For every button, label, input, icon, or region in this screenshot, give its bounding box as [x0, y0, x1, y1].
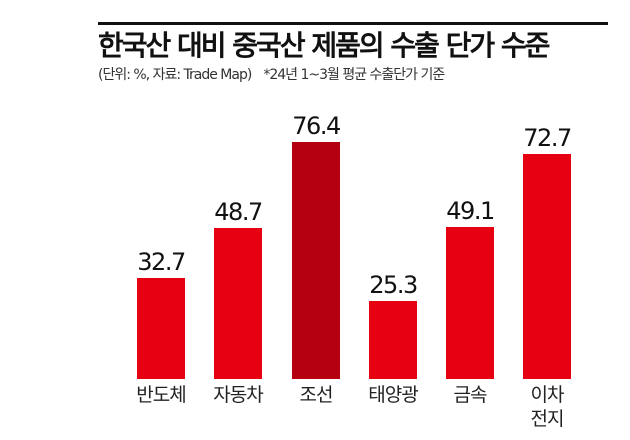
bar [292, 142, 340, 379]
bar-value-label: 48.7 [214, 198, 263, 226]
category-label: 금속 [453, 384, 488, 406]
category-label: 이차 [530, 384, 565, 406]
category-label: 자동차 [213, 384, 263, 406]
footnote-label: *24년 1~3월 평균 수출단가 기준 [263, 67, 445, 83]
category-label: 반도체 [136, 384, 186, 406]
bar-group: 48.7 [214, 198, 263, 379]
chart-title: 한국산 대비 중국산 제품의 수출 단가 수준 [98, 29, 550, 62]
bar-group: 72.7 [523, 124, 572, 379]
category-label-line2: 전지 [530, 408, 565, 430]
bar [369, 301, 417, 379]
bar-value-label: 72.7 [523, 124, 572, 152]
bar [137, 278, 185, 379]
bar-group: 76.4 [292, 112, 341, 379]
bar [214, 228, 262, 379]
bar-value-label: 32.7 [137, 248, 186, 276]
bar-group: 25.3 [369, 271, 418, 379]
bar [446, 227, 494, 379]
title-rule [98, 22, 608, 25]
bar-value-label: 76.4 [292, 112, 341, 140]
unit-source-label: (단위: %, 자료: Trade Map) [98, 67, 252, 83]
bar-group: 49.1 [446, 197, 495, 379]
category-label: 조선 [299, 384, 334, 406]
chart-subtitle: (단위: %, 자료: Trade Map) *24년 1~3월 평균 수출단가 … [98, 66, 445, 84]
bar-group: 32.7 [137, 248, 186, 379]
bar-value-label: 25.3 [369, 271, 418, 299]
category-label: 태양광 [368, 384, 418, 406]
bar [523, 154, 571, 379]
bar-value-label: 49.1 [446, 197, 495, 225]
